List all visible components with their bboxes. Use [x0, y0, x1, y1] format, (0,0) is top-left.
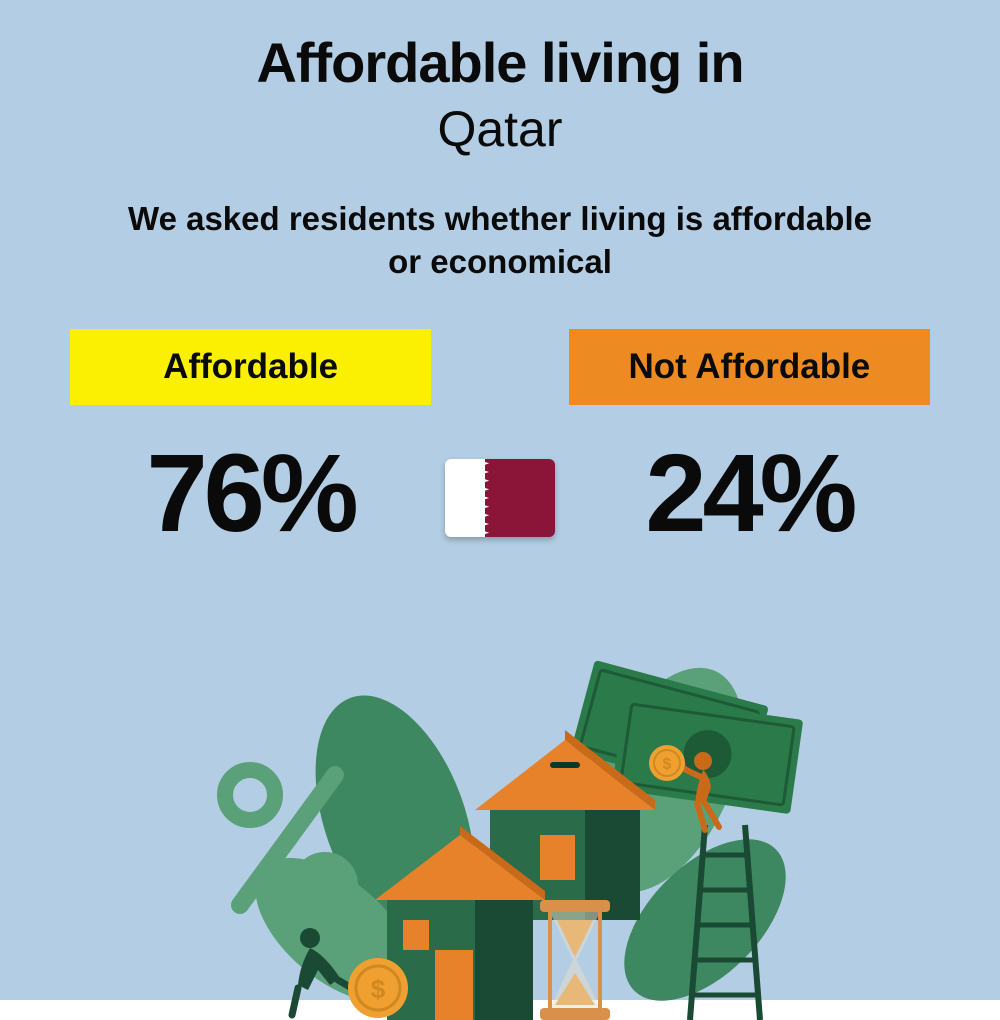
not-affordable-column: Not Affordable 24% — [569, 329, 930, 557]
title-line2: Qatar — [40, 100, 960, 158]
not-affordable-label-box: Not Affordable — [569, 329, 930, 405]
affordable-column: Affordable 76% — [70, 329, 431, 557]
svg-text:$: $ — [663, 756, 672, 773]
title-line1: Affordable living in — [40, 30, 960, 95]
qatar-flag-icon — [445, 459, 555, 537]
results-row: Affordable 76% Not Affordable 24% — [40, 329, 960, 557]
affordable-label-box: Affordable — [70, 329, 431, 405]
infographic-container: Affordable living in Qatar We asked resi… — [0, 0, 1000, 1000]
subtitle: We asked residents whether living is aff… — [40, 198, 960, 284]
not-affordable-percent: 24% — [645, 430, 853, 557]
affordable-percent: 76% — [147, 430, 355, 557]
housing-illustration: $ $ — [175, 640, 825, 1020]
